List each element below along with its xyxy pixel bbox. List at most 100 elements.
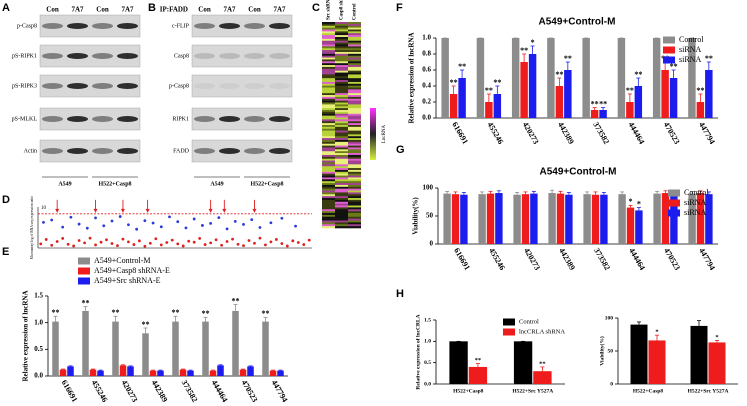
legend-swatch [78, 277, 90, 285]
heat-cell [335, 76, 348, 79]
heat-cell [322, 111, 335, 115]
heat-cell [348, 42, 361, 45]
band [219, 148, 240, 154]
band [219, 23, 240, 29]
heat-cell [348, 224, 361, 227]
chart-title: A549+Control-M [539, 17, 616, 28]
heat-cell [348, 175, 361, 178]
protein-label: pS-RIPK3 [12, 83, 37, 89]
bar [172, 321, 179, 376]
heat-cell [335, 188, 348, 191]
bar [652, 38, 661, 118]
bar [705, 70, 713, 118]
protein-label: pS-MLKL [12, 116, 38, 122]
point [176, 242, 180, 246]
heat-cell [348, 136, 361, 139]
point [143, 244, 147, 248]
protein-label: Casp8 [174, 53, 189, 59]
heat-column: Control [353, 3, 358, 20]
band [117, 23, 138, 29]
heat-cell [335, 78, 348, 81]
point [220, 243, 223, 247]
bar [239, 369, 247, 376]
heat-cell [348, 65, 361, 68]
legend-label: siRNA [679, 55, 701, 64]
lane-label: Con [96, 6, 109, 14]
heat-cell [335, 141, 348, 145]
legend-label: A549+Src shRNA-E [94, 276, 161, 285]
band [219, 83, 240, 89]
heat-cell [322, 91, 335, 94]
heat-cell [322, 23, 335, 27]
bar [688, 193, 696, 244]
bar [89, 369, 97, 376]
heat-cell [322, 78, 335, 81]
heat-cell [335, 186, 348, 189]
legend-swatch [663, 36, 675, 44]
heat-cell [335, 214, 348, 218]
heat-cell [348, 138, 361, 141]
legend-label: siRNA [684, 198, 706, 207]
x-tick-label: 420273 [521, 120, 541, 145]
point [176, 220, 180, 224]
blot-strip [39, 107, 141, 131]
x-tick-label: 470523 [662, 120, 682, 145]
bar [565, 194, 573, 244]
heat-cell [335, 61, 348, 64]
band [194, 53, 215, 59]
y-tick-label: 0.0 [424, 381, 431, 387]
heat-cell [348, 100, 361, 103]
heat-cell [348, 66, 361, 70]
heat-cell [322, 31, 335, 34]
heat-cell [335, 139, 348, 143]
point [170, 238, 174, 242]
significance: ** [705, 54, 713, 63]
heat-cell [348, 125, 361, 128]
heat-cell [335, 123, 348, 126]
heat-cell [348, 141, 361, 145]
heat-cell [322, 63, 335, 66]
y-tick-label: 0.8 [422, 50, 431, 58]
bar [458, 78, 466, 118]
x-tick-label: 442389 [557, 246, 577, 271]
bar [564, 70, 572, 118]
bar [661, 193, 670, 244]
heat-cell [322, 207, 335, 210]
group-label: H522+Casp8 [98, 181, 131, 187]
heat-cell [322, 143, 335, 146]
heat-cell [335, 44, 348, 47]
point [225, 240, 229, 243]
x-tick-label: 373582 [180, 378, 200, 403]
heat-cell [348, 76, 361, 79]
heat-cell [335, 23, 348, 27]
heat-cell [348, 50, 361, 53]
heat-cell [335, 218, 348, 221]
heat-cell [322, 115, 335, 118]
legend-label: A549+Control-M [94, 256, 151, 265]
band [219, 116, 240, 122]
bar [495, 193, 503, 244]
heat-cell [348, 81, 361, 85]
heat-cell [335, 183, 348, 186]
bar [127, 366, 134, 376]
heat-cell [335, 65, 348, 68]
heat-cell [322, 29, 335, 32]
heat-cell [335, 192, 348, 195]
bar [277, 370, 284, 376]
heat-cell [335, 145, 348, 148]
bar [59, 369, 67, 376]
heat-cell [322, 104, 335, 107]
significance: ** [599, 99, 607, 108]
blot-strip [39, 74, 141, 98]
y-tick-label: 10 [41, 206, 47, 211]
heat-cell [348, 184, 361, 188]
heat-cell [335, 181, 348, 184]
heat-cell [322, 160, 335, 163]
heat-cell [335, 147, 348, 150]
protein-label: p-Casp8 [169, 83, 189, 89]
bar [696, 102, 705, 118]
heat-cell [322, 141, 335, 145]
bar [478, 194, 486, 244]
lane-label: Con [46, 6, 59, 14]
band [67, 148, 88, 154]
